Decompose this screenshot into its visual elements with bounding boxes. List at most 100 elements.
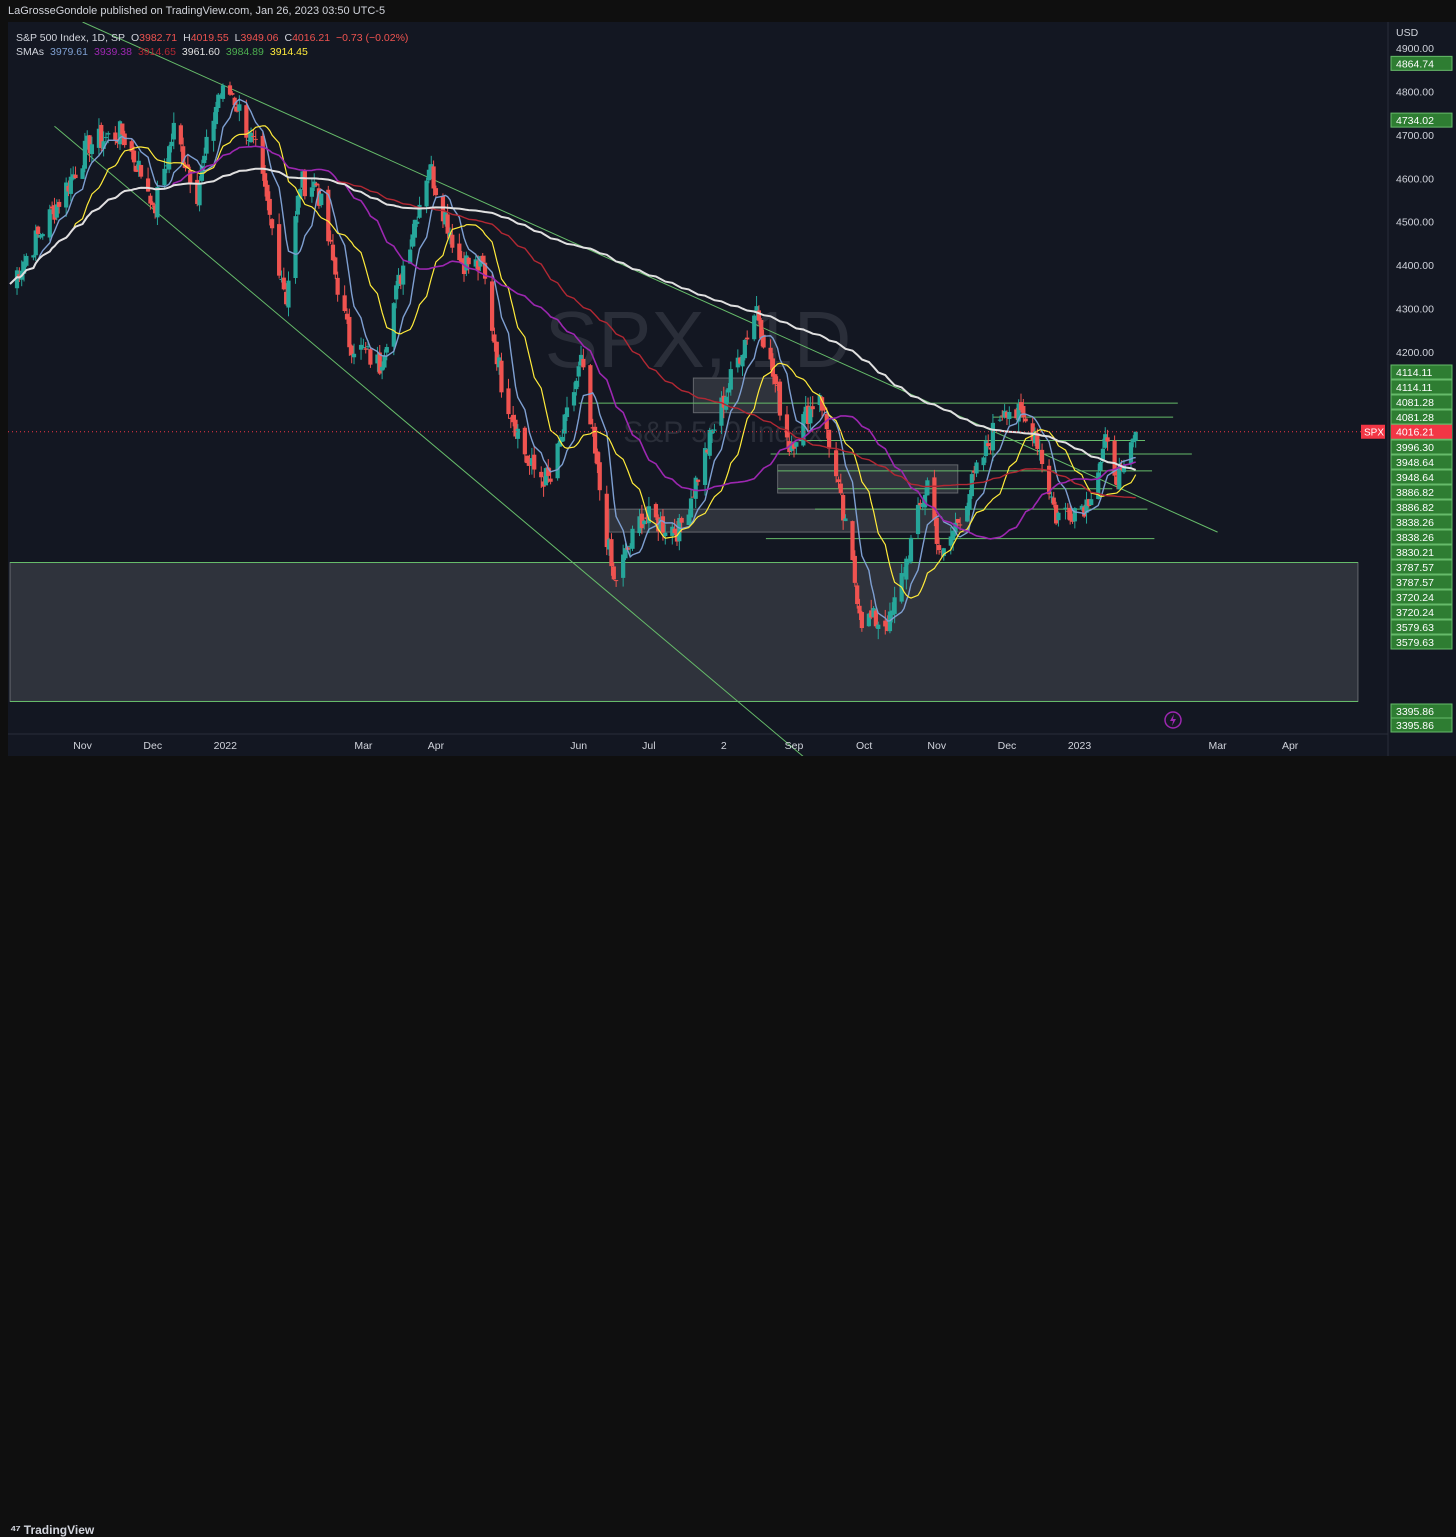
candle <box>841 493 846 530</box>
time-tick-label: Dec <box>143 740 162 752</box>
price-level-tag-bg <box>1390 559 1453 575</box>
candle <box>21 254 27 282</box>
candle <box>415 216 420 228</box>
candle-body <box>148 195 153 204</box>
price-level-tag-label: 3579.63 <box>1396 637 1434 649</box>
candle <box>705 448 710 455</box>
candle-body <box>873 610 879 627</box>
candle-body <box>574 380 579 390</box>
candle-body <box>901 575 907 577</box>
candle-body <box>742 339 747 359</box>
lightning-icon <box>1164 711 1182 729</box>
candle-body <box>639 513 644 529</box>
candle-body <box>1032 431 1038 444</box>
candle-body <box>330 244 336 261</box>
candle <box>424 177 429 214</box>
candle-body <box>1105 437 1110 442</box>
candle-body <box>890 610 895 616</box>
candle <box>117 120 123 150</box>
candle <box>904 556 909 590</box>
tradingview-brand[interactable]: ⁴⁷ TradingView <box>10 1522 94 1537</box>
candle <box>611 562 616 581</box>
candle <box>302 168 307 200</box>
candle-body <box>740 354 745 367</box>
candle <box>508 416 513 429</box>
candle <box>185 154 190 169</box>
watermark-symbol: SPX, 1D <box>545 295 852 384</box>
candle-body <box>129 141 134 152</box>
candle-body <box>513 419 518 437</box>
price-chart[interactable]: SPX, 1D S&P 500 Index USD 4900.00 4800.00 470… <box>8 22 1456 756</box>
candle <box>759 317 764 347</box>
candle <box>527 454 532 475</box>
candle <box>286 271 291 317</box>
price-tick-label: 4800.00 <box>1396 86 1434 98</box>
candle <box>686 509 691 526</box>
candle-body <box>719 397 724 426</box>
candle-body <box>562 414 567 434</box>
candle-body <box>705 449 710 453</box>
change-value: −0.73 (−0.02%) <box>336 32 409 44</box>
lightning-icon-ring <box>1164 711 1182 729</box>
candle <box>1037 439 1042 461</box>
candle <box>162 158 167 189</box>
candle-body <box>134 165 139 172</box>
price-level-tag-bg <box>1390 589 1453 605</box>
price-level-tag-label: 3830.21 <box>1396 547 1434 559</box>
candle <box>1004 410 1010 426</box>
price-tick-label: 4700.00 <box>1396 130 1434 142</box>
candle-body <box>1114 476 1120 486</box>
candle <box>843 514 848 522</box>
chart-legend: S&P 500 Index, 1D, SP O3982.71 H4019.55 … <box>16 31 408 59</box>
candle-body <box>384 347 389 353</box>
candle-body <box>1046 465 1052 495</box>
candle-body <box>955 518 960 523</box>
candle-body <box>965 506 970 522</box>
candle-body <box>138 165 144 177</box>
candle-body <box>213 106 219 125</box>
candle <box>368 347 373 368</box>
candle <box>431 160 436 196</box>
candle-body <box>333 257 338 275</box>
candle <box>932 469 937 527</box>
candle-body <box>794 442 799 447</box>
price-level-tag: 4114.11 <box>1390 379 1453 395</box>
candle-body <box>277 224 282 276</box>
candle-body <box>96 128 102 148</box>
candle-body <box>181 146 186 165</box>
candle-body <box>663 532 668 537</box>
price-level-tag-label: 3720.24 <box>1396 607 1434 619</box>
candle <box>277 213 282 279</box>
candle-body <box>457 243 462 261</box>
candle-body <box>709 431 715 434</box>
candle-body <box>461 259 467 275</box>
candle-body <box>836 479 841 483</box>
price-level-tag: 3787.57 <box>1390 559 1453 575</box>
candle <box>38 233 43 240</box>
chart-canvas[interactable]: SPX, 1DS&P 500 IndexUSD4900.004800.00470… <box>8 22 1456 756</box>
price-level-tag-label: 4864.74 <box>1396 58 1434 70</box>
candle <box>852 550 857 587</box>
candle <box>136 151 141 177</box>
candle-body <box>195 179 200 204</box>
candle-body <box>808 406 813 424</box>
price-level-tag: 3830.21 <box>1390 544 1453 560</box>
candle-body <box>68 176 73 194</box>
candle <box>525 455 530 466</box>
candle-body <box>555 443 560 479</box>
candle <box>1035 428 1040 456</box>
candle-body <box>543 468 549 486</box>
candle <box>539 466 544 488</box>
candle-body <box>805 405 811 424</box>
sma-line <box>9 145 1136 540</box>
candle-body <box>773 374 778 385</box>
candle <box>1079 504 1084 512</box>
candle-body <box>920 503 925 508</box>
candle-body <box>686 514 691 525</box>
candle-body <box>525 455 530 464</box>
candle-body <box>497 357 502 368</box>
candle-body <box>482 262 488 279</box>
candle-body <box>974 462 979 474</box>
candle-body <box>670 526 675 536</box>
candle <box>148 193 153 210</box>
